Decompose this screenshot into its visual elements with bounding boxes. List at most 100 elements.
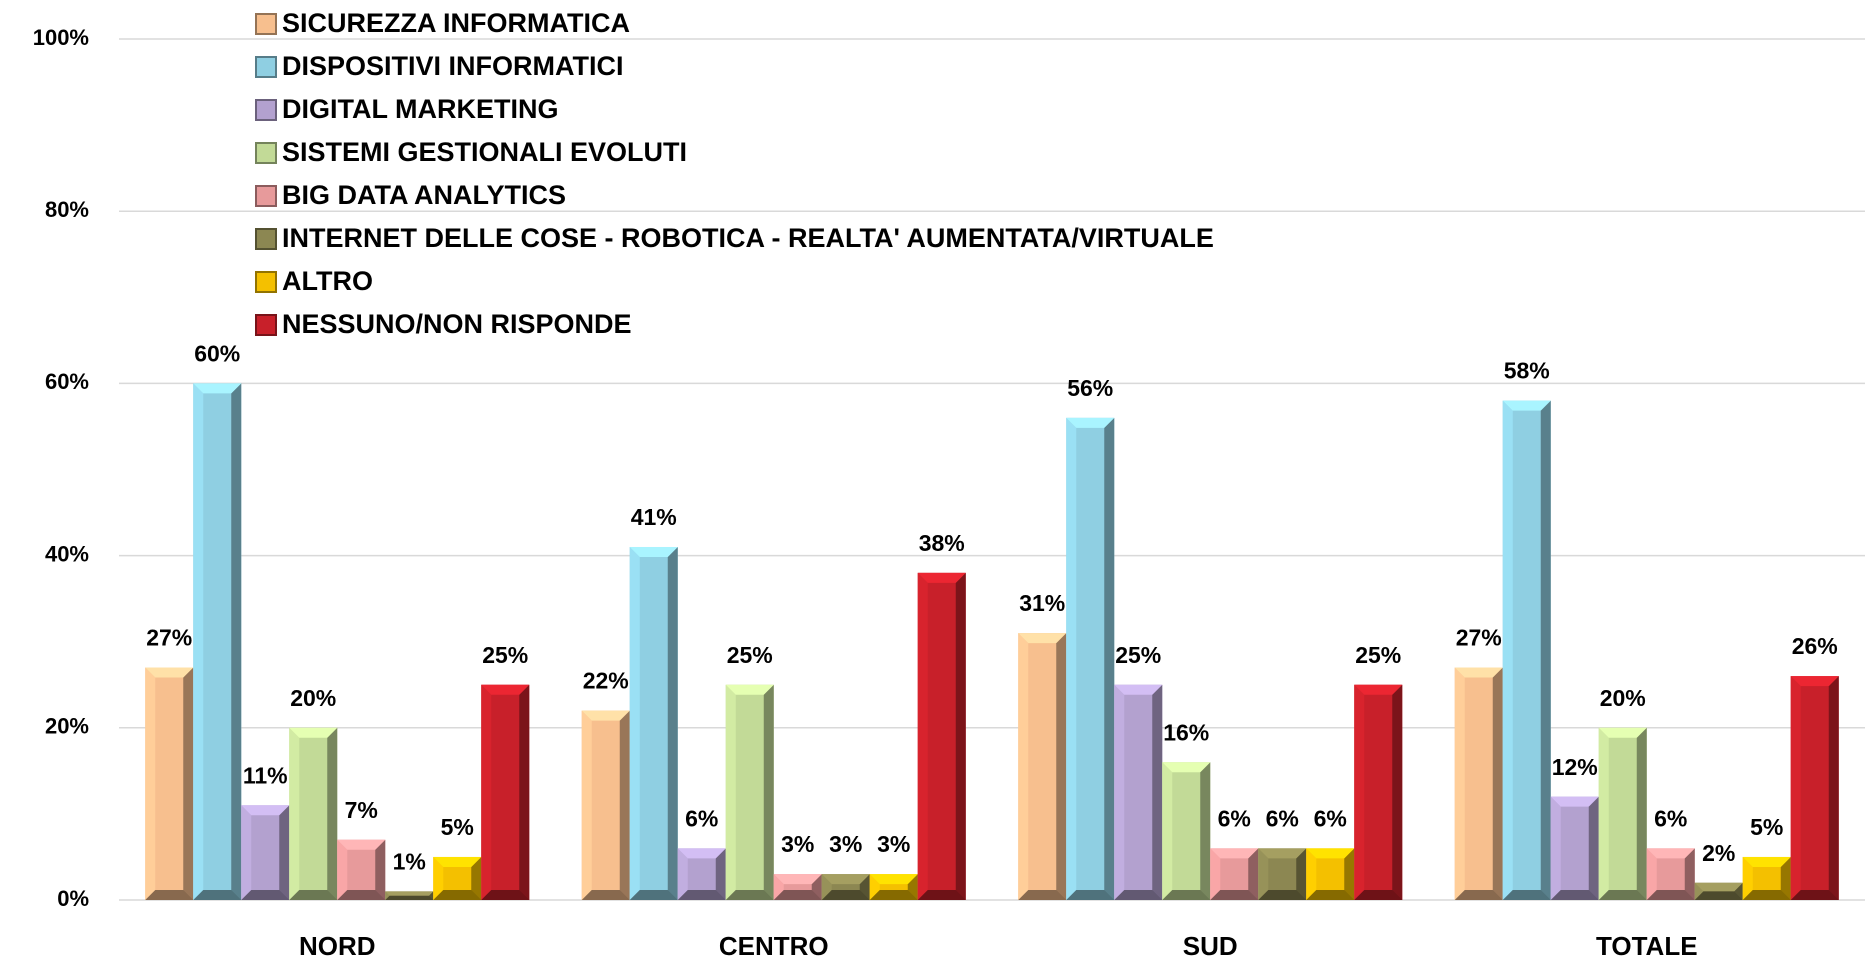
data-label: 6% <box>685 805 718 831</box>
bar-bevel <box>725 684 736 900</box>
data-label: 25% <box>482 642 528 668</box>
bar-group <box>1210 848 1259 900</box>
bar-bevel <box>385 895 434 900</box>
bar-group <box>1742 856 1791 900</box>
bar-group <box>1258 848 1307 900</box>
data-label: 58% <box>1504 358 1550 384</box>
data-label: 22% <box>583 668 629 694</box>
bar-group <box>773 874 822 900</box>
bar-bevel <box>763 684 774 900</box>
bar-bevel <box>1636 727 1647 900</box>
bar-bevel <box>193 383 242 394</box>
bar-bevel <box>773 874 822 885</box>
data-label: 26% <box>1792 633 1838 659</box>
x-tick-label: SUD <box>1183 931 1238 961</box>
bar-bevel <box>1258 890 1307 900</box>
data-label: 27% <box>146 625 192 651</box>
legend-label: INTERNET DELLE COSE - ROBOTICA - REALTA'… <box>282 223 1214 253</box>
bar-bevel <box>581 890 630 900</box>
legend-label: BIG DATA ANALYTICS <box>282 180 566 210</box>
bar-bevel <box>1790 676 1839 687</box>
bar-bevel <box>1306 848 1355 859</box>
bar-bevel <box>1742 856 1791 867</box>
bar-bevel <box>629 890 678 900</box>
y-tick-label: 80% <box>45 197 89 222</box>
data-label: 20% <box>290 685 336 711</box>
bar-bevel <box>917 572 966 583</box>
bar-bevel <box>1684 848 1695 900</box>
data-label: 16% <box>1163 719 1209 745</box>
legend-swatch <box>255 185 277 207</box>
bar-bevel <box>1210 890 1259 900</box>
legend-swatch <box>255 314 277 336</box>
bar-bevel <box>821 890 870 900</box>
bar-bevel <box>1454 667 1465 900</box>
legend-label: DISPOSITIVI INFORMATICI <box>282 51 624 81</box>
bar-bevel <box>869 874 918 885</box>
bar-group <box>1306 848 1355 900</box>
data-label: 6% <box>1654 805 1687 831</box>
bar-bevel <box>471 856 482 900</box>
bar-bevel <box>145 890 194 900</box>
bar-group <box>677 848 726 900</box>
bar-bevel <box>619 710 630 900</box>
bar-bevel <box>433 856 444 900</box>
data-label: 60% <box>194 340 240 366</box>
bar-bevel <box>1018 890 1067 900</box>
bar-bevel <box>1550 796 1561 900</box>
bar-bevel <box>1492 667 1503 900</box>
data-label: 27% <box>1456 625 1502 651</box>
bar-bevel <box>1114 890 1163 900</box>
bar-group <box>1550 796 1599 900</box>
bar-bevel <box>193 890 242 900</box>
bar-group <box>1114 684 1163 900</box>
bar-bevel <box>1104 417 1115 900</box>
legend-item: DIGITAL MARKETING <box>255 94 559 124</box>
bar-bevel <box>1258 848 1269 900</box>
bar-bevel <box>1742 890 1791 900</box>
bar-bevel <box>481 684 492 900</box>
data-label: 5% <box>1750 814 1783 840</box>
legend-label: ALTRO <box>282 266 373 296</box>
bar-group <box>433 856 482 900</box>
bar-bevel <box>241 805 252 900</box>
data-label: 7% <box>345 797 378 823</box>
bar-bevel <box>1162 890 1211 900</box>
bar-group <box>289 727 338 900</box>
bar-bevel <box>375 839 386 900</box>
data-label: 25% <box>1355 642 1401 668</box>
bar-bevel <box>629 546 678 557</box>
data-label: 38% <box>919 530 965 556</box>
bar-bevel <box>241 805 290 816</box>
bar-bevel <box>1646 848 1695 859</box>
bar-bevel <box>1598 727 1647 738</box>
bar-bevel <box>869 890 918 900</box>
bar-bevel <box>385 891 434 896</box>
legend-label: SICUREZZA INFORMATICA <box>282 8 630 38</box>
bar-bevel <box>955 572 966 900</box>
bar-bevel <box>1306 890 1355 900</box>
bar-bevel <box>1344 848 1355 900</box>
bar-group <box>725 684 774 900</box>
data-label: 6% <box>1314 805 1347 831</box>
bar-bevel <box>1018 633 1029 900</box>
bar-bevel <box>1588 796 1599 900</box>
legend-label: NESSUNO/NON RISPONDE <box>282 309 632 339</box>
bar-bevel <box>581 710 592 900</box>
legend-item: DISPOSITIVI INFORMATICI <box>255 51 624 81</box>
bar-bevel <box>289 727 338 738</box>
bar-group <box>337 839 386 900</box>
bar-group <box>241 805 290 900</box>
bar-bevel <box>1502 890 1551 900</box>
y-tick-label: 0% <box>57 886 89 911</box>
legend-swatch <box>255 99 277 121</box>
bar-group <box>869 874 918 900</box>
bar-bevel <box>1454 890 1503 900</box>
data-label: 6% <box>1266 805 1299 831</box>
bar-bevel <box>1598 727 1609 900</box>
bar-bevel <box>145 667 156 900</box>
legend-swatch <box>255 228 277 250</box>
bar-bevel <box>1550 796 1599 807</box>
legend-label: SISTEMI GESTIONALI EVOLUTI <box>282 137 687 167</box>
bar-group <box>1598 727 1647 900</box>
